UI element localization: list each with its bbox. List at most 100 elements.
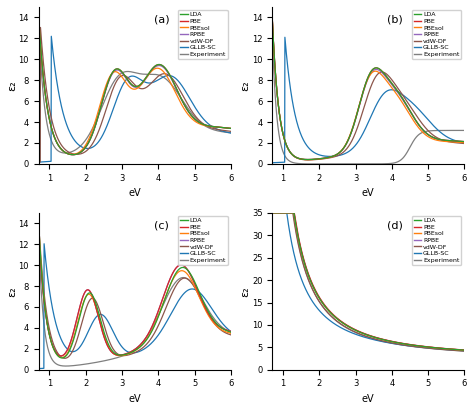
vdW-DF bbox=[201, 304, 207, 309]
Experiment bbox=[158, 307, 164, 312]
Experiment bbox=[228, 330, 234, 335]
Experiment bbox=[153, 319, 158, 324]
GLLB-SC bbox=[462, 348, 467, 353]
LDA bbox=[36, 219, 41, 224]
PBE bbox=[435, 136, 441, 141]
LDA bbox=[47, 121, 53, 126]
PBEsol bbox=[269, 210, 275, 215]
PBEsol bbox=[281, 135, 287, 140]
PBE bbox=[58, 353, 64, 358]
Line: LDA: LDA bbox=[38, 222, 231, 358]
Legend: LDA, PBE, PBEsol, RPBE, vdW-DF, GLLB-SC, Experiment: LDA, PBE, PBEsol, RPBE, vdW-DF, GLLB-SC,… bbox=[178, 10, 228, 59]
Line: Experiment: Experiment bbox=[272, 213, 465, 351]
RPBE bbox=[281, 135, 287, 140]
GLLB-SC bbox=[415, 106, 421, 111]
GLLB-SC bbox=[462, 141, 467, 145]
RPBE bbox=[147, 327, 153, 332]
GLLB-SC bbox=[182, 87, 187, 92]
vdW-DF bbox=[147, 81, 153, 86]
PBEsol bbox=[386, 81, 392, 86]
RPBE bbox=[281, 210, 287, 215]
vdW-DF bbox=[435, 136, 441, 141]
RPBE bbox=[462, 139, 467, 144]
vdW-DF bbox=[182, 97, 187, 102]
LDA bbox=[435, 136, 441, 141]
Experiment bbox=[392, 341, 397, 346]
vdW-DF bbox=[306, 157, 311, 162]
Line: GLLB-SC: GLLB-SC bbox=[272, 213, 465, 351]
vdW-DF bbox=[386, 74, 392, 79]
Experiment bbox=[381, 162, 387, 166]
vdW-DF bbox=[37, 25, 43, 30]
Experiment bbox=[269, 210, 275, 215]
PBE bbox=[269, 14, 275, 18]
Experiment bbox=[269, 28, 275, 32]
GLLB-SC bbox=[158, 76, 164, 81]
GLLB-SC bbox=[435, 127, 441, 132]
PBE bbox=[462, 348, 467, 353]
PBEsol bbox=[147, 331, 153, 336]
LDA bbox=[462, 348, 467, 353]
Line: Experiment: Experiment bbox=[38, 20, 231, 153]
GLLB-SC bbox=[41, 241, 47, 246]
Line: GLLB-SC: GLLB-SC bbox=[38, 36, 231, 162]
Line: PBEsol: PBEsol bbox=[272, 213, 465, 350]
RPBE bbox=[435, 136, 441, 141]
RPBE bbox=[381, 337, 387, 342]
Line: GLLB-SC: GLLB-SC bbox=[272, 37, 465, 163]
PBEsol bbox=[281, 210, 287, 215]
LDA bbox=[228, 126, 234, 131]
PBEsol bbox=[415, 343, 421, 348]
RPBE bbox=[386, 79, 392, 83]
GLLB-SC bbox=[153, 336, 158, 341]
LDA bbox=[147, 331, 153, 336]
vdW-DF bbox=[182, 276, 187, 281]
Line: PBEsol: PBEsol bbox=[272, 16, 465, 160]
PBE bbox=[158, 300, 164, 305]
RPBE bbox=[58, 353, 64, 358]
vdW-DF bbox=[415, 344, 421, 349]
Text: (d): (d) bbox=[387, 221, 403, 231]
vdW-DF bbox=[153, 76, 158, 81]
PBE bbox=[201, 122, 207, 127]
RPBE bbox=[201, 303, 207, 308]
LDA bbox=[386, 77, 392, 82]
vdW-DF bbox=[153, 329, 158, 334]
GLLB-SC bbox=[153, 79, 158, 84]
Line: PBE: PBE bbox=[38, 15, 231, 155]
PBEsol bbox=[201, 305, 207, 310]
RPBE bbox=[147, 69, 153, 74]
GLLB-SC bbox=[386, 340, 392, 345]
GLLB-SC bbox=[158, 328, 164, 333]
RPBE bbox=[386, 338, 392, 343]
PBEsol bbox=[47, 336, 53, 341]
PBE bbox=[47, 336, 53, 341]
LDA bbox=[269, 14, 275, 18]
PBEsol bbox=[182, 107, 187, 112]
vdW-DF bbox=[269, 14, 275, 18]
vdW-DF bbox=[269, 210, 275, 215]
PBEsol bbox=[269, 14, 275, 18]
GLLB-SC bbox=[36, 160, 41, 165]
PBE bbox=[281, 210, 287, 215]
GLLB-SC bbox=[147, 342, 153, 346]
RPBE bbox=[182, 103, 187, 108]
Experiment bbox=[462, 128, 467, 133]
RPBE bbox=[158, 64, 164, 69]
Experiment bbox=[182, 101, 187, 106]
PBE bbox=[158, 62, 164, 67]
RPBE bbox=[36, 13, 41, 18]
Line: PBE: PBE bbox=[272, 213, 465, 350]
PBE bbox=[36, 228, 41, 233]
LDA bbox=[182, 266, 187, 270]
LDA bbox=[36, 13, 41, 18]
Experiment bbox=[381, 339, 387, 344]
Experiment bbox=[63, 364, 69, 369]
PBEsol bbox=[36, 13, 41, 18]
LDA bbox=[281, 135, 287, 140]
Experiment bbox=[435, 347, 440, 352]
RPBE bbox=[201, 122, 207, 127]
LDA bbox=[269, 210, 275, 215]
Experiment bbox=[182, 275, 187, 280]
vdW-DF bbox=[36, 159, 41, 164]
